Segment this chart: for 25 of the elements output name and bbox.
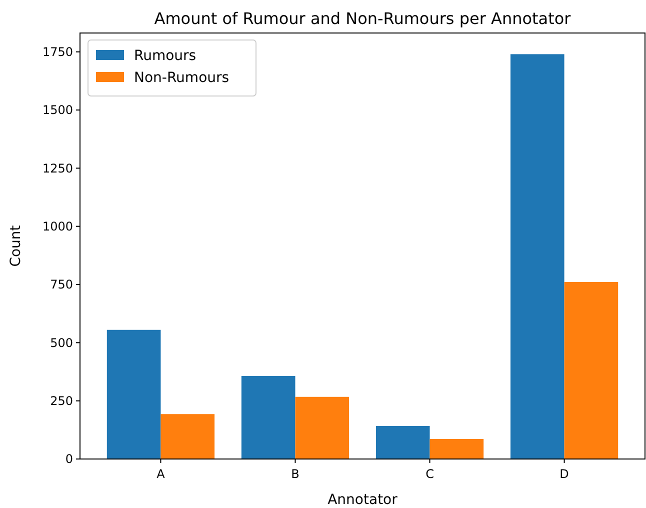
y-tick-label: 250 (50, 394, 73, 408)
x-tick-label: B (291, 467, 300, 481)
bar (430, 438, 484, 459)
y-tick-label: 1000 (42, 220, 73, 234)
bar (241, 376, 296, 459)
x-tick-label: D (560, 467, 569, 481)
y-tick-label: 500 (50, 336, 73, 350)
bar (295, 396, 350, 459)
y-tick-label: 1250 (42, 161, 73, 176)
y-tick-label: 1750 (42, 45, 73, 60)
bar (564, 282, 618, 459)
bar (510, 54, 564, 459)
chart-title: Amount of Rumour and Non-Rumours per Annotator (154, 9, 572, 28)
bar (160, 414, 215, 459)
y-tick-label: 750 (50, 278, 73, 292)
x-axis-title: Annotator (328, 492, 398, 508)
y-tick-label: 0 (65, 452, 73, 466)
x-tick-label: A (156, 467, 166, 481)
y-tick-label: 1500 (42, 103, 73, 118)
x-tick-label: C (426, 467, 434, 481)
bar (376, 426, 430, 459)
legend-label: Non-Rumours (134, 70, 230, 86)
bar (106, 330, 161, 459)
legend-label: Rumours (134, 48, 196, 64)
y-axis-title: Count (8, 224, 24, 267)
